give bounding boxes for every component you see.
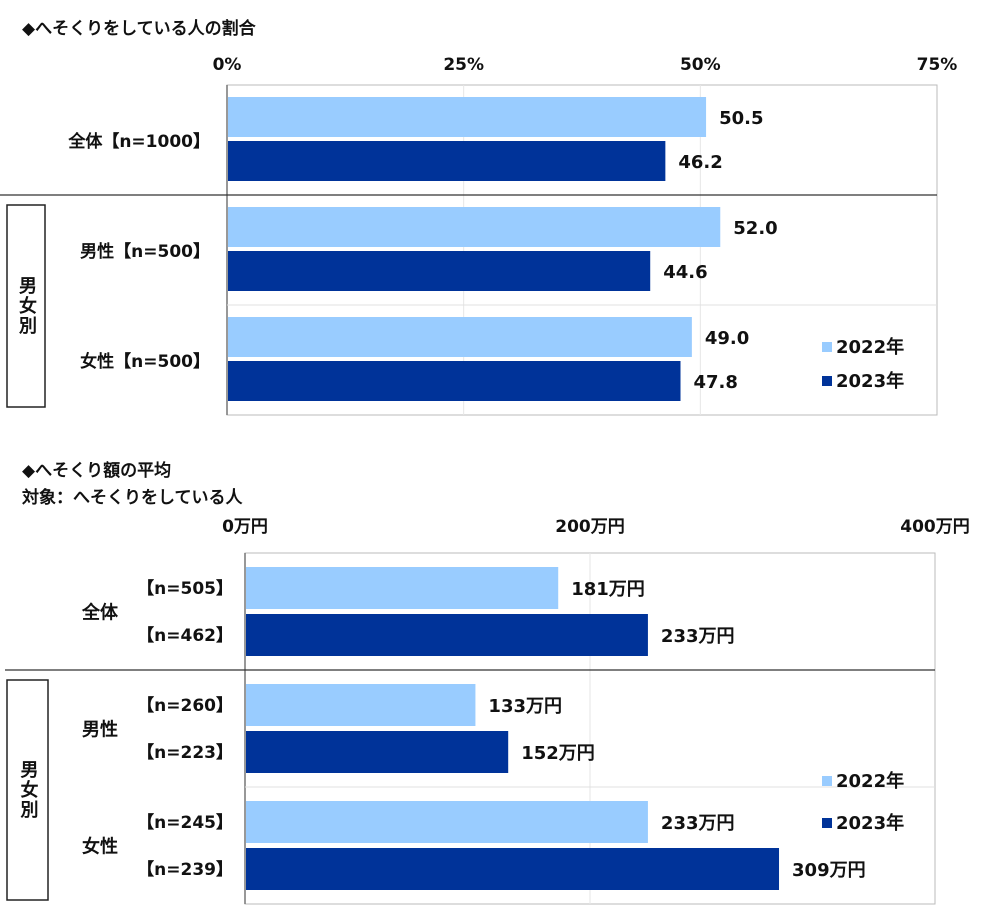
data-label: 233万円 <box>661 626 735 647</box>
x-tick-label: 0% <box>213 55 242 75</box>
bar-2023 <box>246 614 648 656</box>
n-label: 【n=239】 <box>137 859 233 880</box>
bar-2023 <box>246 731 509 773</box>
data-label: 152万円 <box>521 743 595 764</box>
bar-2022 <box>246 684 476 726</box>
data-label: 50.5 <box>719 108 763 129</box>
n-label: 【n=245】 <box>137 812 233 833</box>
data-label: 47.8 <box>694 372 738 393</box>
category-label: 全体【n=1000】 <box>67 131 210 152</box>
bar-2022 <box>228 207 721 247</box>
bar-2023 <box>246 848 780 890</box>
x-tick-label: 400万円 <box>900 517 970 537</box>
n-label: 【n=260】 <box>137 695 233 716</box>
bar-2022 <box>228 97 707 137</box>
category-label: 男性 <box>82 719 118 741</box>
legend-swatch <box>822 376 832 386</box>
bar-2023 <box>228 251 651 291</box>
n-label: 【n=505】 <box>137 578 233 599</box>
data-label: 133万円 <box>488 696 562 717</box>
category-label: 女性 <box>82 836 118 858</box>
data-label: 44.6 <box>663 262 707 283</box>
legend-swatch <box>822 818 832 828</box>
legend-label: 2022年 <box>836 336 904 358</box>
x-tick-label: 200万円 <box>555 517 625 537</box>
data-label: 233万円 <box>661 813 735 834</box>
category-label: 女性【n=500】 <box>80 351 210 372</box>
x-tick-label: 25% <box>443 55 484 75</box>
bar-2023 <box>228 141 666 181</box>
data-label: 181万円 <box>571 579 645 600</box>
data-label: 46.2 <box>678 152 722 173</box>
n-label: 【n=462】 <box>137 625 233 646</box>
group-box <box>6 204 46 408</box>
x-tick-label: 50% <box>680 55 721 75</box>
chart-title: ◆へそくりをしている人の割合 <box>22 18 257 39</box>
data-label: 49.0 <box>705 328 749 349</box>
legend-swatch <box>822 776 832 786</box>
bar-2022 <box>246 801 648 843</box>
chart-title: ◆へそくり額の平均 <box>22 460 171 481</box>
legend-label: 2023年 <box>836 370 904 392</box>
group-box <box>6 679 49 901</box>
chart-subtitle: 対象：へそくりをしている人 <box>21 487 243 508</box>
legend-label: 2023年 <box>836 812 904 834</box>
data-label: 309万円 <box>792 860 866 881</box>
group-label-chart2: 男女別 <box>17 760 39 820</box>
legend-swatch <box>822 342 832 352</box>
legend-label: 2022年 <box>836 770 904 792</box>
category-label: 全体 <box>81 602 119 624</box>
bar-2022 <box>246 567 559 609</box>
x-tick-label: 0万円 <box>222 517 268 537</box>
x-tick-label: 75% <box>917 55 958 75</box>
data-label: 52.0 <box>733 218 777 239</box>
group-label-chart1: 男女別 <box>16 276 37 336</box>
category-label: 男性【n=500】 <box>80 241 210 262</box>
n-label: 【n=223】 <box>137 742 233 763</box>
bar-2022 <box>228 317 692 357</box>
bar-2023 <box>228 361 681 401</box>
